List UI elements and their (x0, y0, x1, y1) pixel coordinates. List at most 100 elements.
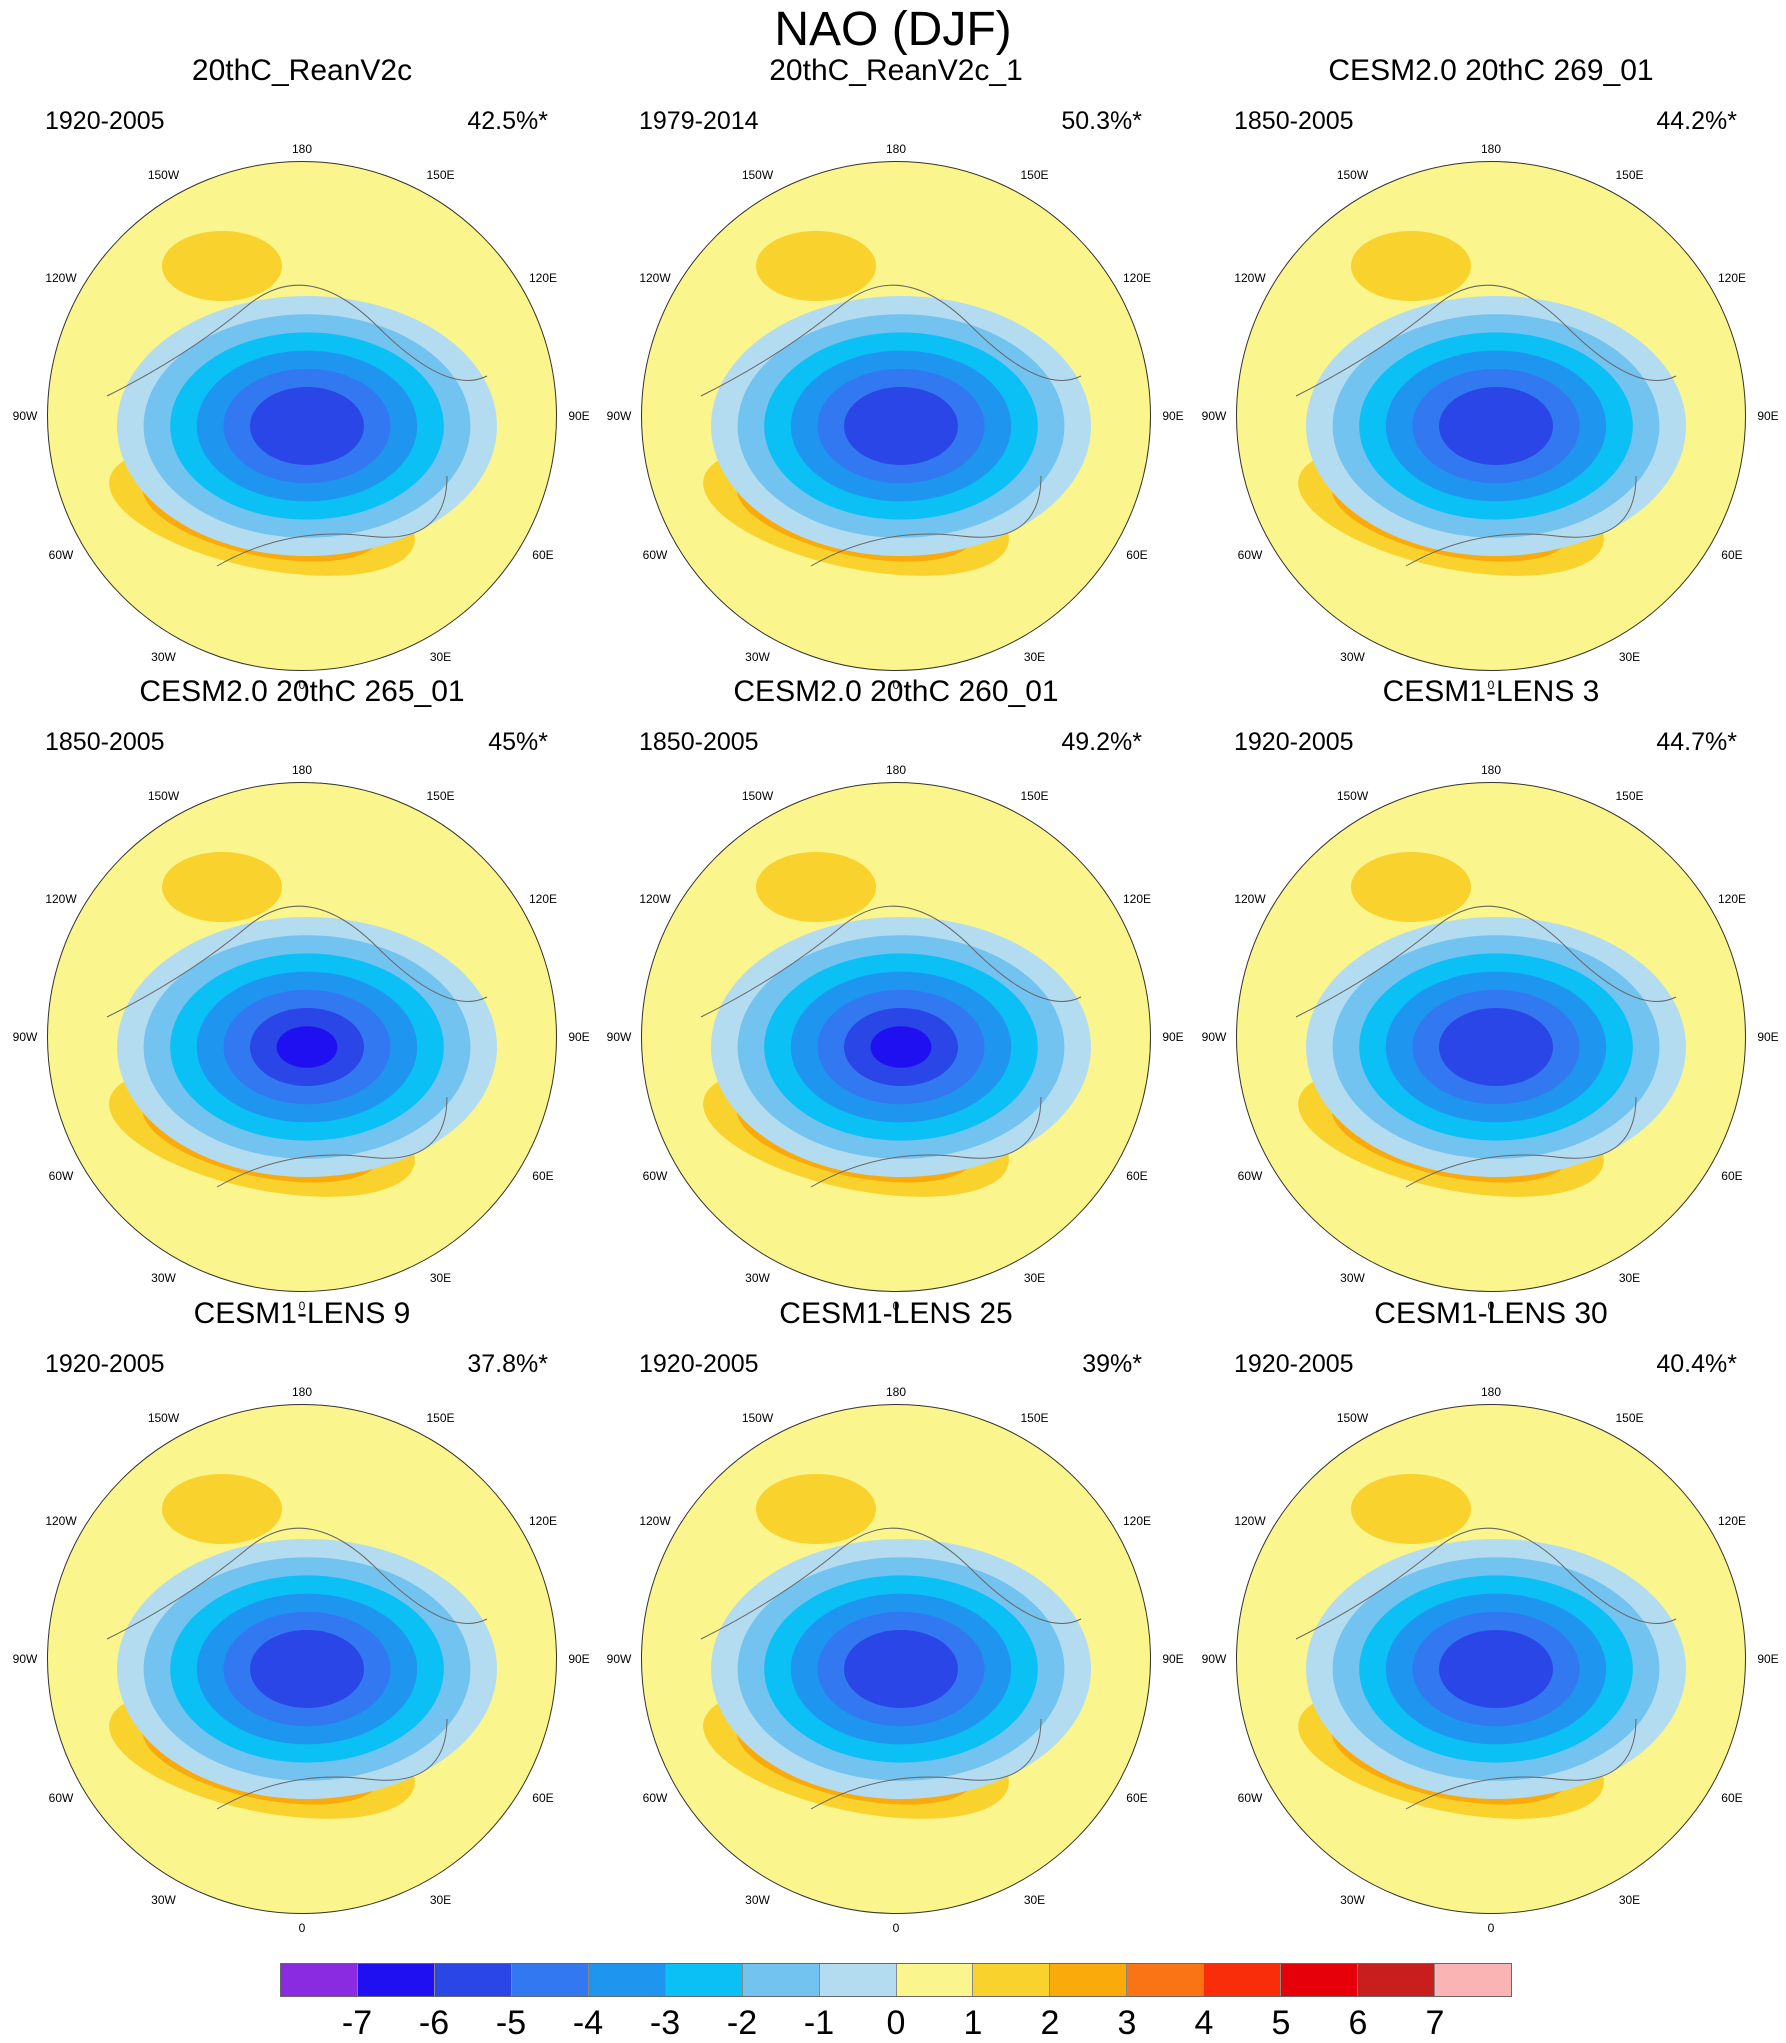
colorbar-box (434, 1964, 512, 1996)
coastline (700, 1527, 1082, 1640)
colorbar-box (1127, 1964, 1205, 1996)
longitude-label: 150E (426, 168, 455, 182)
coastline (700, 905, 1082, 1018)
longitude-label: 120E (528, 891, 557, 906)
coastline (1405, 1096, 1637, 1188)
longitude-label: 30E (429, 649, 452, 664)
colorbar-tick-label: -3 (649, 2004, 681, 2042)
panel-variance-percent: 45%* (488, 728, 548, 756)
coastline (1405, 475, 1637, 567)
negative-anomaly-level--6 (1439, 1630, 1553, 1708)
longitude-label: 30E (1023, 1270, 1046, 1285)
map-border (641, 1404, 1151, 1914)
colorbar-tick-label: 2 (1040, 2004, 1060, 2042)
colorbar-tick-label: 7 (1425, 2004, 1445, 2042)
longitude-label: 90E (1162, 1652, 1184, 1666)
longitude-label: 60W (1237, 1168, 1263, 1183)
longitude-label: 90E (1757, 409, 1779, 423)
coastline (1295, 284, 1677, 397)
polar-map (641, 161, 1151, 671)
longitude-label: 180 (1480, 1385, 1502, 1399)
polar-map (1236, 161, 1746, 671)
longitude-label: 90E (568, 1652, 590, 1666)
longitude-label: 30E (1618, 1270, 1641, 1285)
map-border (47, 782, 557, 1292)
panel-period: 1920-2005 (1234, 1350, 1354, 1378)
longitude-label: 150W (741, 168, 774, 182)
longitude-label: 90E (1162, 1030, 1184, 1044)
colorbar-box (511, 1964, 589, 1996)
panel-variance-percent: 44.2%* (1656, 107, 1737, 135)
longitude-label: 150E (1020, 789, 1049, 803)
panel-variance-percent: 44.7%* (1656, 728, 1737, 756)
positive-anomaly-pacific (1351, 231, 1471, 301)
panel-variance-percent: 37.8%* (467, 1350, 548, 1378)
figure-title: NAO (DJF) (774, 3, 1012, 56)
map-border (1236, 161, 1746, 671)
longitude-label: 30W (745, 1270, 770, 1285)
longitude-label: 90E (1757, 1652, 1779, 1666)
colorbar-box (281, 1964, 358, 1996)
positive-anomaly-pacific (756, 1474, 876, 1544)
longitude-label: 30E (1023, 1892, 1046, 1907)
map-border (641, 161, 1151, 671)
longitude-label: 90E (1162, 409, 1184, 423)
longitude-label: 30W (1340, 1892, 1365, 1907)
panel-title: 20thC_ReanV2c (191, 54, 413, 87)
panel-period: 1850-2005 (1234, 107, 1354, 135)
longitude-label: 60E (1126, 1790, 1148, 1805)
polar-map (641, 1404, 1151, 1914)
longitude-label: 150E (1615, 789, 1644, 803)
negative-anomaly-level--7 (276, 1026, 338, 1068)
panel-period: 1920-2005 (1234, 728, 1354, 756)
negative-anomaly-level--6 (844, 387, 958, 465)
panel-title: CESM1-LENS 3 (1382, 675, 1600, 708)
longitude-label: 150W (147, 168, 180, 182)
coastline (106, 905, 488, 1018)
map-border (1236, 1404, 1746, 1914)
positive-anomaly-pacific (162, 1474, 282, 1544)
longitude-label: 180 (1480, 763, 1502, 777)
colorbar (280, 1963, 1512, 1997)
longitude-label: 120W (1234, 1513, 1266, 1528)
negative-anomaly-level--6 (1439, 1008, 1553, 1086)
colorbar-box (1358, 1964, 1436, 1996)
longitude-label: 150E (426, 789, 455, 803)
longitude-label: 120E (1717, 891, 1746, 906)
panel-period: 1920-2005 (639, 1350, 759, 1378)
colorbar-tick-label: -4 (572, 2004, 604, 2042)
polar-map (47, 1404, 557, 1914)
longitude-label: 60E (1721, 547, 1743, 562)
colorbar-box (588, 1964, 666, 1996)
colorbar-tick-label: 0 (886, 2004, 906, 2042)
positive-anomaly-pacific (756, 231, 876, 301)
longitude-label: 30W (151, 649, 176, 664)
longitude-label: 120E (528, 1513, 557, 1528)
negative-anomaly-level--6 (250, 387, 364, 465)
longitude-label: 60W (642, 547, 668, 562)
coastline (1405, 1718, 1637, 1810)
longitude-label: 120W (639, 891, 671, 906)
longitude-label: 120W (1234, 891, 1266, 906)
longitude-label: 30W (151, 1270, 176, 1285)
colorbar-tick-label: 5 (1271, 2004, 1291, 2042)
colorbar-tick-label: -1 (803, 2004, 835, 2042)
panel-title: CESM1-LENS 25 (779, 1297, 1013, 1330)
longitude-label: 150W (1336, 168, 1369, 182)
polar-map (1236, 1404, 1746, 1914)
panel-title: CESM2.0 20thC 265_01 (139, 675, 465, 708)
longitude-label: 90W (606, 409, 632, 423)
longitude-label: 90E (568, 1030, 590, 1044)
colorbar-tick-label: -6 (418, 2004, 450, 2042)
longitude-label: 60E (532, 1168, 554, 1183)
longitude-label: 120W (45, 1513, 77, 1528)
longitude-label: 90W (12, 409, 38, 423)
longitude-label: 180 (291, 1385, 313, 1399)
longitude-label: 180 (885, 763, 907, 777)
longitude-label: 60E (532, 547, 554, 562)
panel-title: CESM2.0 20thC 269_01 (1328, 54, 1654, 87)
longitude-label: 30W (1340, 649, 1365, 664)
longitude-label: 90W (606, 1030, 632, 1044)
longitude-label: 30E (1618, 649, 1641, 664)
panel-variance-percent: 49.2%* (1061, 728, 1142, 756)
